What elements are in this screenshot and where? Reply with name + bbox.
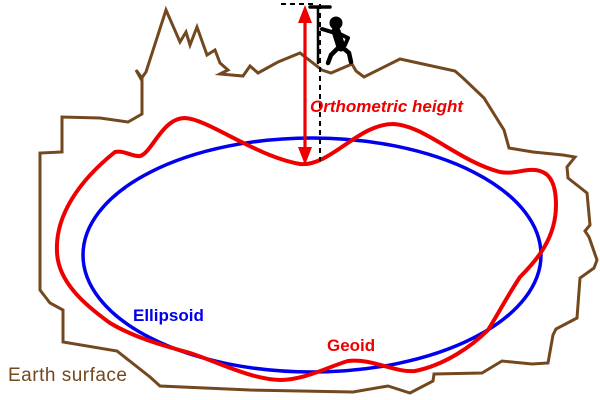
figure-head: [329, 16, 343, 30]
arrow-head-up-icon: [298, 5, 312, 23]
figure-leg-front: [325, 44, 342, 66]
geoid-label: Geoid: [327, 336, 375, 355]
geoid-curve: [54, 115, 559, 383]
ellipsoid-curve: [81, 136, 543, 374]
orthometric-height-arrow: [298, 5, 312, 165]
surveyor-figure-icon: [308, 5, 354, 66]
ellipsoid-label: Ellipsoid: [133, 306, 204, 325]
arrow-head-down-icon: [298, 147, 312, 165]
figure-arm-back: [336, 31, 350, 47]
earth-surface-outline: [38, 5, 599, 395]
earth-surface-label: Earth surface: [8, 365, 128, 386]
figure-arm-front: [320, 27, 337, 35]
figure-leg-back: [339, 44, 354, 65]
plumb-dashed-line: [281, 3, 321, 161]
orthometric-height-label: Orthometric height: [310, 97, 464, 116]
